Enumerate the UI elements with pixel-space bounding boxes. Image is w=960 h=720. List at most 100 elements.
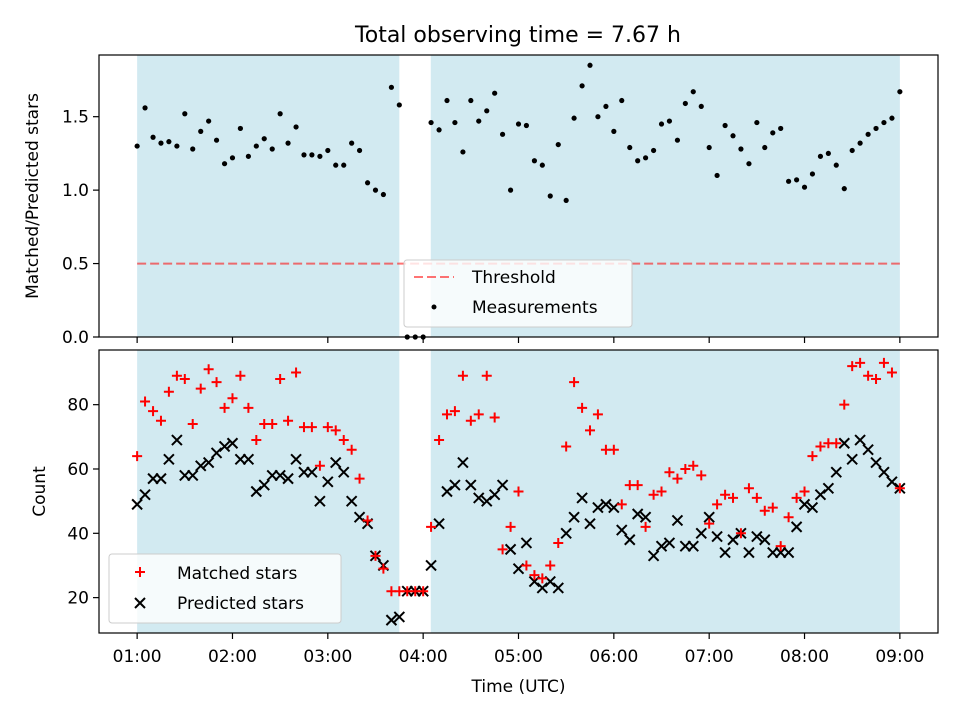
y-tick-label: 80 bbox=[67, 396, 89, 416]
predicted-star-point bbox=[703, 511, 715, 523]
matched-star-point bbox=[569, 377, 580, 388]
matched-star-point bbox=[855, 357, 866, 368]
measurement-point bbox=[825, 150, 831, 157]
matched-star-point bbox=[513, 486, 524, 497]
measurement-point bbox=[237, 125, 243, 132]
predicted-star-point bbox=[258, 479, 270, 491]
y-tick-label: 1.5 bbox=[62, 108, 89, 128]
predicted-star-point bbox=[210, 447, 223, 459]
matched-star-point bbox=[275, 373, 286, 384]
matched-star-point bbox=[529, 570, 540, 581]
legend-measurement-swatch bbox=[431, 304, 437, 310]
matched-star-point bbox=[807, 451, 818, 462]
predicted-star-point bbox=[624, 534, 636, 546]
predicted-star-point bbox=[218, 440, 231, 453]
matched-star-point bbox=[179, 373, 190, 384]
measurement-point bbox=[897, 89, 903, 95]
matched-star-point bbox=[735, 528, 746, 539]
predicted-star-point bbox=[846, 453, 858, 466]
measurement-point bbox=[221, 161, 228, 167]
measurement-point bbox=[253, 143, 259, 149]
y-tick-label: 20 bbox=[67, 589, 89, 609]
matched-star-point bbox=[434, 435, 445, 446]
measurement-point bbox=[666, 118, 673, 124]
matched-star-point bbox=[839, 399, 850, 410]
predicted-star-point bbox=[743, 546, 755, 559]
matched-star-point bbox=[632, 480, 643, 491]
matched-star-point bbox=[728, 492, 739, 503]
x-tick-label: 02:00 bbox=[208, 647, 257, 667]
measurement-point bbox=[309, 152, 315, 158]
measurement-point bbox=[658, 121, 665, 127]
matched-star-point bbox=[140, 396, 151, 407]
matched-star-point bbox=[314, 460, 325, 471]
predicted-star-point bbox=[655, 540, 668, 552]
measurement-point bbox=[190, 146, 196, 152]
predicted-star-point bbox=[536, 582, 549, 594]
measurement-point bbox=[579, 83, 585, 89]
y-tick-label: 40 bbox=[67, 524, 89, 544]
matched-star-point bbox=[616, 499, 627, 510]
measurement-point bbox=[229, 155, 236, 161]
matched-star-point bbox=[473, 409, 484, 420]
matched-star-point bbox=[465, 415, 476, 426]
predicted-star-point bbox=[226, 437, 239, 449]
measurement-point bbox=[206, 118, 212, 124]
measurement-point bbox=[611, 128, 617, 134]
measurement-point bbox=[801, 184, 808, 190]
predicted-star-point bbox=[171, 434, 183, 446]
predicted-star-point bbox=[886, 476, 898, 488]
measurement-point bbox=[484, 108, 490, 114]
matched-star-point bbox=[743, 483, 754, 494]
matched-star-point bbox=[886, 367, 897, 378]
matched-star-point bbox=[243, 402, 254, 413]
ratio-plot-frame bbox=[98, 54, 939, 338]
predicted-star-point bbox=[798, 498, 811, 511]
matched-star-point bbox=[187, 418, 198, 429]
predicted-star-point bbox=[187, 469, 199, 482]
predicted-star-point bbox=[616, 524, 628, 536]
legend-matched-label: Matched stars bbox=[177, 564, 297, 584]
matched-star-point bbox=[267, 418, 278, 429]
measurement-point bbox=[277, 111, 283, 117]
matched-star-point bbox=[283, 415, 294, 426]
y-tick-label: 0.0 bbox=[62, 328, 89, 348]
matched-star-point bbox=[362, 515, 373, 526]
measurement-point bbox=[428, 119, 434, 126]
count-points bbox=[131, 357, 906, 626]
measurement-point bbox=[174, 143, 180, 149]
matched-star-point bbox=[791, 492, 802, 503]
y-tick-label: 0.5 bbox=[62, 255, 89, 275]
matched-star-point bbox=[545, 560, 556, 571]
predicted-star-point bbox=[631, 508, 644, 520]
y-tick-label: 1.0 bbox=[62, 181, 89, 201]
matched-star-point bbox=[338, 435, 349, 446]
measurement-point bbox=[873, 125, 879, 132]
matched-star-point bbox=[132, 451, 143, 462]
measurement-point bbox=[746, 161, 752, 167]
measurement-point bbox=[515, 121, 522, 127]
measurement-point bbox=[499, 131, 506, 137]
predicted-star-point bbox=[639, 511, 652, 523]
predicted-star-point bbox=[806, 501, 819, 514]
measurement-point bbox=[817, 153, 824, 159]
predicted-star-point bbox=[345, 495, 358, 507]
predicted-star-point bbox=[790, 521, 803, 533]
predicted-star-point bbox=[322, 476, 334, 488]
matched-star-point bbox=[704, 518, 715, 529]
measurement-point bbox=[786, 178, 792, 184]
measurement-point bbox=[341, 162, 347, 168]
predicted-star-point bbox=[242, 453, 255, 466]
measurement-point bbox=[523, 122, 530, 129]
measurement-point bbox=[301, 152, 307, 158]
measurement-point bbox=[587, 62, 593, 68]
measurement-point bbox=[627, 144, 633, 151]
predicted-star-point bbox=[751, 530, 763, 543]
measurement-point bbox=[333, 162, 339, 168]
measurement-point bbox=[380, 191, 387, 198]
measurement-point bbox=[539, 162, 545, 168]
matched-star-point bbox=[878, 357, 889, 368]
matched-star-point bbox=[664, 467, 675, 478]
measurement-point bbox=[881, 119, 887, 126]
predicted-star-point bbox=[338, 466, 350, 478]
